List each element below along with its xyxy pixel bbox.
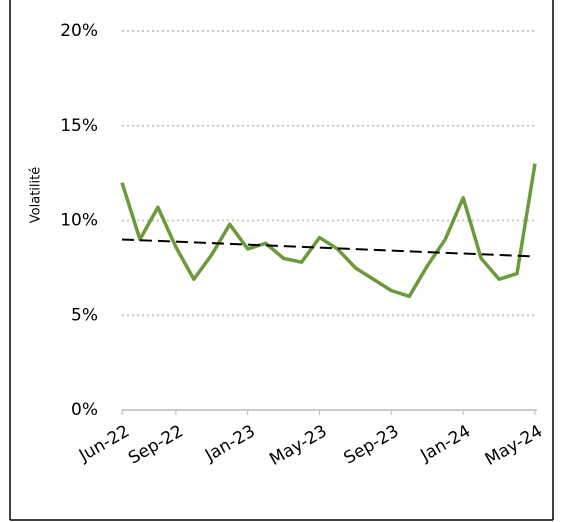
trend-line <box>121 238 536 258</box>
y-axis-label: Volatilité <box>29 167 44 223</box>
y-tick-label: 5% <box>71 305 98 325</box>
y-tick-label: 20% <box>60 21 98 41</box>
x-tick-label: Sep-23 <box>341 421 403 468</box>
x-tick-label: Jan-24 <box>417 421 475 466</box>
x-tick-label: May-23 <box>266 421 330 470</box>
series-line <box>120 163 537 299</box>
y-tick-label: 0% <box>71 400 98 420</box>
y-tick-label: 15% <box>60 116 98 136</box>
x-tick-label: May-24 <box>482 421 546 470</box>
x-tick-label: Sep-22 <box>125 421 187 468</box>
x-tick-label: Jan-23 <box>201 421 259 466</box>
y-tick-label: 10% <box>60 211 98 231</box>
x-tick-label: Jun-22 <box>75 421 133 466</box>
